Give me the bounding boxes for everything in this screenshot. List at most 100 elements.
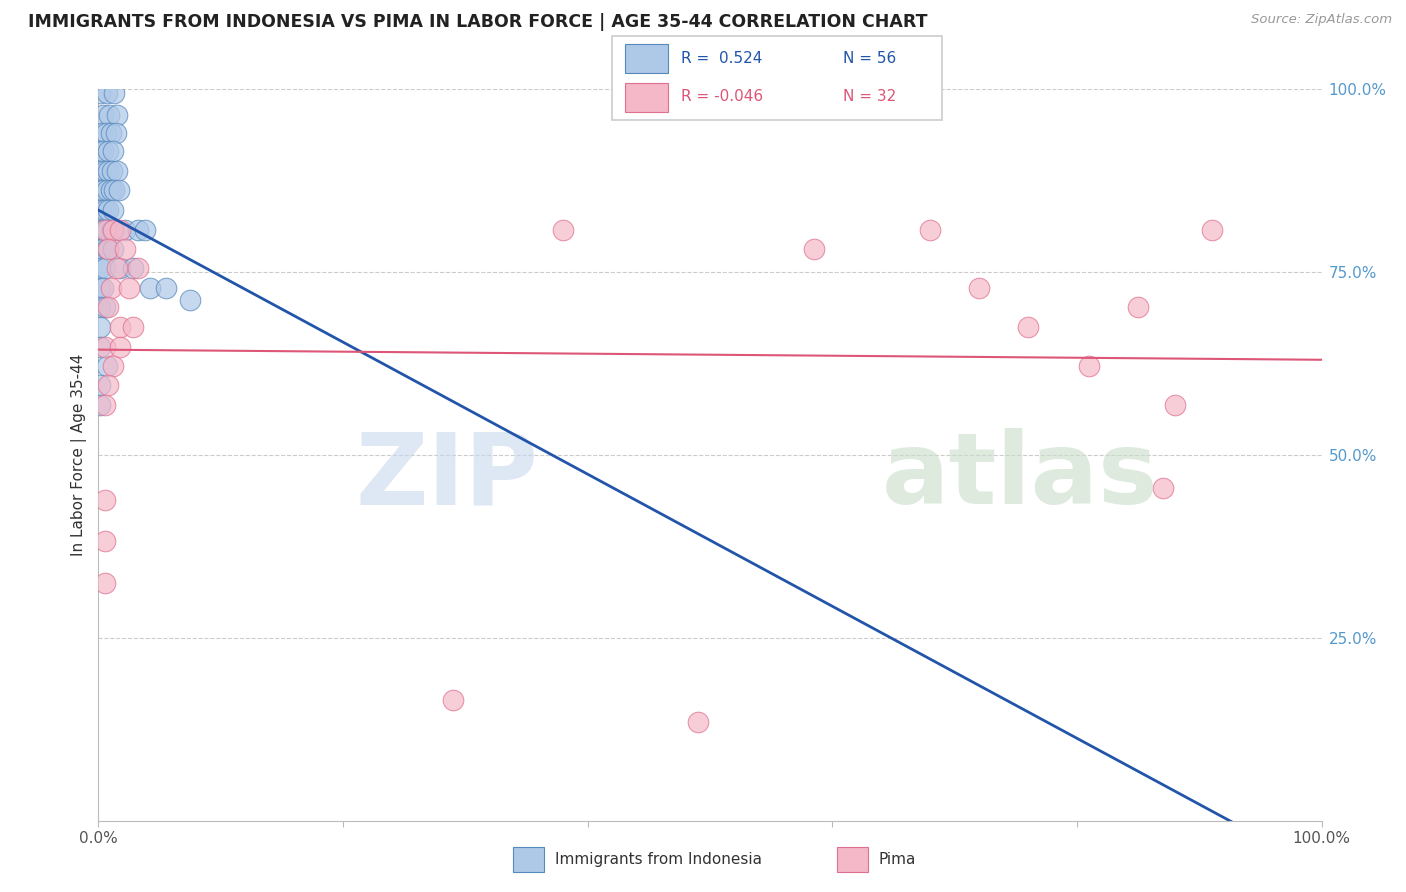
Y-axis label: In Labor Force | Age 35-44: In Labor Force | Age 35-44 [72, 354, 87, 556]
Point [134, 222, 156, 236]
Point [920, 222, 942, 236]
Point [93, 164, 115, 178]
Point [93, 202, 115, 217]
Point [127, 222, 149, 236]
Point [89, 398, 111, 412]
Point [103, 86, 125, 100]
Point [90, 202, 112, 217]
Point [96, 86, 118, 100]
Point [97, 300, 120, 314]
Point [553, 222, 575, 236]
Point [93, 398, 115, 412]
Text: Source: ZipAtlas.com: Source: ZipAtlas.com [1251, 13, 1392, 27]
Point [155, 281, 177, 295]
Point [105, 261, 128, 276]
Point [89, 340, 111, 354]
Point [110, 222, 132, 236]
Point [96, 242, 118, 256]
Point [93, 222, 115, 236]
Point [97, 164, 120, 178]
Point [96, 359, 118, 373]
Point [97, 202, 120, 217]
Point [1152, 481, 1174, 495]
Point [89, 320, 111, 334]
Point [93, 493, 115, 508]
Point [93, 340, 115, 354]
Point [101, 145, 124, 159]
Point [104, 126, 127, 140]
Point [1078, 359, 1101, 373]
Point [89, 281, 111, 295]
Point [89, 183, 111, 197]
Text: atlas: atlas [882, 428, 1159, 525]
Point [93, 534, 115, 549]
Point [1017, 320, 1039, 334]
Point [1164, 398, 1187, 412]
Point [97, 242, 120, 256]
Point [110, 340, 132, 354]
Point [114, 222, 136, 236]
FancyBboxPatch shape [624, 83, 668, 112]
Point [97, 145, 120, 159]
Point [94, 126, 117, 140]
Point [96, 222, 118, 236]
Point [89, 222, 111, 236]
Text: ZIP: ZIP [356, 428, 538, 525]
Point [108, 183, 131, 197]
Point [100, 126, 122, 140]
Point [118, 281, 141, 295]
Point [114, 242, 136, 256]
Point [103, 183, 125, 197]
Point [91, 242, 114, 256]
Point [101, 242, 124, 256]
Point [91, 145, 114, 159]
Text: Pima: Pima [879, 853, 917, 867]
Point [101, 222, 124, 236]
Point [105, 164, 128, 178]
Point [96, 183, 118, 197]
Point [139, 281, 162, 295]
FancyBboxPatch shape [612, 36, 942, 120]
Point [89, 242, 111, 256]
Point [110, 261, 132, 276]
Point [89, 378, 111, 392]
Point [110, 320, 132, 334]
Point [90, 164, 112, 178]
Point [1201, 222, 1223, 236]
Point [93, 300, 115, 314]
Point [97, 378, 120, 392]
Point [121, 320, 143, 334]
Point [101, 222, 124, 236]
Point [101, 202, 124, 217]
Text: Immigrants from Indonesia: Immigrants from Indonesia [555, 853, 762, 867]
Point [91, 183, 114, 197]
Point [89, 145, 111, 159]
Point [98, 108, 121, 122]
FancyBboxPatch shape [624, 44, 668, 73]
Text: IMMIGRANTS FROM INDONESIA VS PIMA IN LABOR FORCE | AGE 35-44 CORRELATION CHART: IMMIGRANTS FROM INDONESIA VS PIMA IN LAB… [28, 13, 928, 31]
Text: N = 32: N = 32 [844, 89, 896, 104]
Point [1128, 300, 1150, 314]
Point [441, 693, 464, 707]
Point [89, 261, 111, 276]
Point [100, 183, 122, 197]
Point [967, 281, 990, 295]
Point [101, 164, 124, 178]
Text: R =  0.524: R = 0.524 [681, 51, 762, 66]
Point [105, 108, 128, 122]
Point [91, 281, 114, 295]
Point [93, 261, 115, 276]
Point [93, 576, 115, 591]
Point [90, 126, 112, 140]
Point [89, 300, 111, 314]
Point [100, 281, 122, 295]
Point [179, 293, 201, 307]
Text: N = 56: N = 56 [844, 51, 896, 66]
Point [89, 86, 111, 100]
Point [91, 108, 114, 122]
Point [803, 242, 825, 256]
Text: R = -0.046: R = -0.046 [681, 89, 763, 104]
Point [101, 359, 124, 373]
Point [91, 222, 114, 236]
Point [686, 714, 709, 729]
